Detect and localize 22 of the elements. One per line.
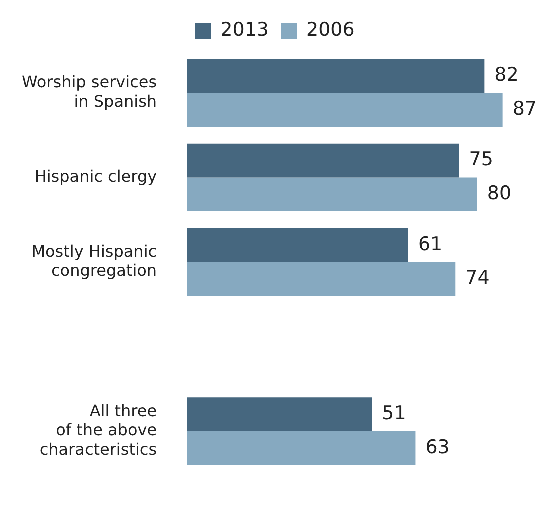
data-label: 82 bbox=[494, 64, 519, 86]
data-label: 75 bbox=[469, 148, 494, 171]
y-tick-label: Mostly Hispanic congregation bbox=[32, 242, 158, 280]
legend-label: 2006 bbox=[306, 19, 355, 42]
bar bbox=[187, 228, 408, 262]
bar bbox=[187, 144, 460, 178]
data-label: 80 bbox=[487, 182, 512, 205]
bar bbox=[187, 262, 456, 296]
y-tick-label: Hispanic clergy bbox=[34, 166, 158, 186]
data-label: 63 bbox=[426, 436, 450, 458]
bar bbox=[187, 178, 478, 212]
data-label: 87 bbox=[512, 98, 538, 120]
bar bbox=[187, 398, 372, 432]
y-tick-label: Worship services in Spanish bbox=[22, 72, 158, 111]
data-label: 61 bbox=[418, 233, 443, 256]
y-tick-label: All three of the above characteristics bbox=[40, 401, 158, 459]
data-label: 51 bbox=[382, 402, 406, 425]
legend-label: 2013 bbox=[220, 19, 270, 42]
bar bbox=[187, 432, 416, 466]
bar bbox=[187, 93, 503, 127]
data-label: 74 bbox=[466, 267, 490, 290]
bar bbox=[187, 59, 485, 94]
